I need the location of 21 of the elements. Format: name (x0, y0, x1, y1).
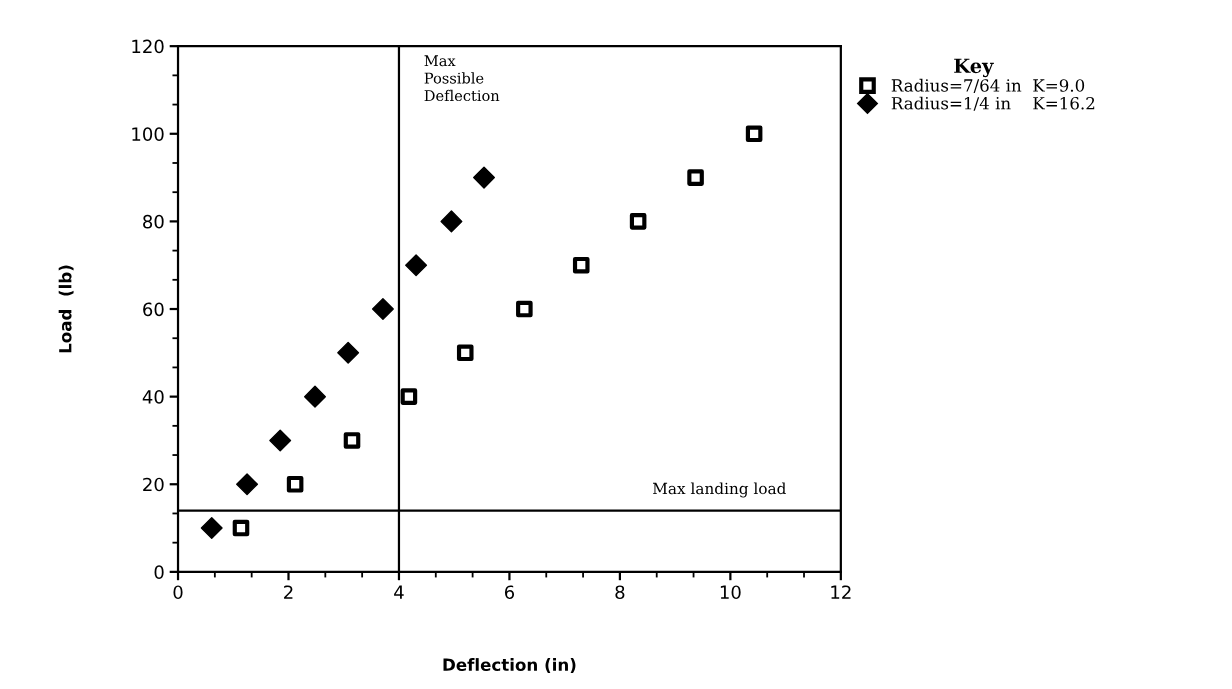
x-tick-label: 8 (615, 585, 625, 600)
ref-line-label: Max landing load (653, 482, 786, 498)
x-axis-title: Deflection (in) (443, 658, 576, 673)
y-tick-label: 100 (132, 127, 164, 141)
x-tick-label: 10 (720, 585, 741, 600)
y-tick-label: 0 (154, 565, 164, 579)
legend-label: Radius=7/64 in K=9.0 (891, 78, 1085, 94)
y-tick-label: 40 (142, 390, 164, 404)
y-tick-label: 120 (132, 39, 164, 54)
legend-title: Key (954, 58, 994, 78)
x-tick-label: 12 (831, 585, 851, 599)
y-tick-label: 20 (143, 477, 164, 492)
ref-line-label: Max Possible Deflection (424, 55, 500, 102)
x-tick-label: 0 (173, 585, 183, 600)
y-axis-title: Load (lb) (58, 265, 74, 353)
legend-label: Radius=1/4 in K=16.2 (891, 96, 1095, 111)
y-tick-label: 60 (143, 302, 164, 317)
x-tick-label: 4 (394, 585, 404, 599)
x-tick-label: 6 (504, 585, 515, 600)
x-tick-label: 2 (284, 585, 293, 599)
y-tick-label: 80 (143, 214, 164, 229)
